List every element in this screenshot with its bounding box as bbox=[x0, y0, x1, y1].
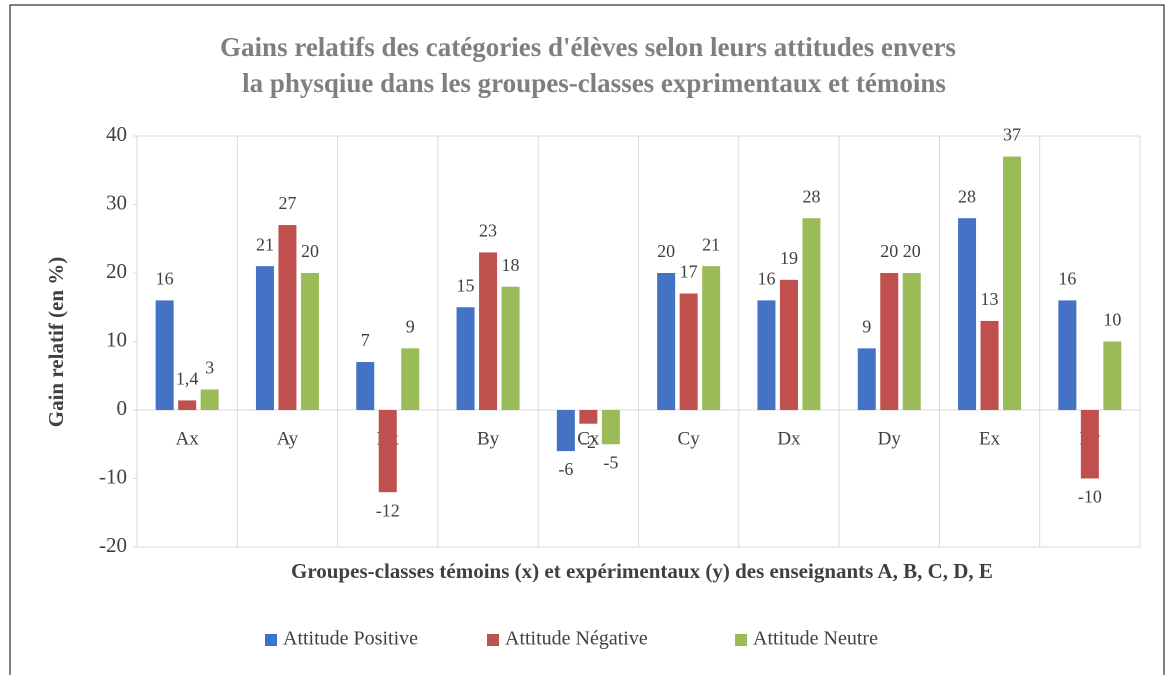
data-label: 17 bbox=[680, 262, 698, 282]
chart-title: la physqiue dans les groupes-classes exp… bbox=[242, 68, 946, 98]
y-tick-label: 40 bbox=[106, 122, 127, 146]
y-tick-label: 10 bbox=[106, 327, 127, 351]
data-label: -5 bbox=[603, 452, 618, 472]
data-label: 16 bbox=[1058, 269, 1076, 289]
data-label: 20 bbox=[657, 241, 675, 261]
data-label: 21 bbox=[702, 234, 720, 254]
bar bbox=[802, 218, 821, 410]
x-tick-label: Cy bbox=[678, 428, 701, 449]
bar bbox=[880, 273, 899, 410]
bar bbox=[456, 307, 475, 410]
data-label: 20 bbox=[301, 241, 319, 261]
x-tick-label: Dx bbox=[777, 428, 801, 449]
data-label: 9 bbox=[406, 316, 415, 336]
data-label: 15 bbox=[457, 275, 475, 295]
data-label: 28 bbox=[802, 186, 820, 206]
y-tick-label: -20 bbox=[99, 533, 127, 557]
legend-swatch bbox=[265, 634, 277, 646]
chart-title: Gains relatifs des catégories d'élèves s… bbox=[220, 32, 956, 62]
data-label: -12 bbox=[376, 500, 400, 520]
bar bbox=[902, 273, 921, 410]
x-tick-label: Dy bbox=[878, 428, 902, 449]
bar bbox=[779, 279, 798, 410]
bar bbox=[200, 389, 219, 410]
bar bbox=[278, 225, 297, 410]
bar bbox=[556, 410, 575, 452]
legend-swatch bbox=[487, 634, 499, 646]
data-label: 27 bbox=[278, 193, 296, 213]
legend-swatch bbox=[735, 634, 747, 646]
data-label: 16 bbox=[757, 269, 775, 289]
bar bbox=[1003, 156, 1022, 410]
data-label: -10 bbox=[1078, 487, 1102, 507]
data-label: 19 bbox=[780, 248, 798, 268]
x-tick-label: Ax bbox=[176, 428, 200, 449]
y-tick-label: -10 bbox=[99, 464, 127, 488]
bar bbox=[679, 293, 698, 410]
legend-label: Attitude Neutre bbox=[753, 628, 878, 650]
y-axis-title: Gain relatif (en %) bbox=[44, 257, 68, 428]
data-label: -2 bbox=[581, 432, 596, 452]
data-label: 20 bbox=[903, 241, 921, 261]
data-label: 10 bbox=[1103, 310, 1121, 330]
bar bbox=[356, 362, 375, 410]
y-tick-label: 30 bbox=[106, 190, 127, 214]
bar bbox=[1103, 341, 1122, 410]
data-label: 7 bbox=[361, 330, 370, 350]
bar bbox=[255, 266, 274, 410]
data-label: 37 bbox=[1003, 125, 1021, 145]
bar bbox=[579, 410, 598, 424]
bar bbox=[857, 348, 876, 410]
bar bbox=[479, 252, 498, 410]
data-label: 3 bbox=[205, 358, 214, 378]
bar bbox=[1080, 410, 1099, 479]
bar bbox=[155, 300, 174, 410]
bar bbox=[1058, 300, 1077, 410]
data-label: 18 bbox=[502, 255, 520, 275]
data-label: 28 bbox=[958, 186, 976, 206]
legend-label: Attitude Positive bbox=[283, 628, 418, 650]
y-tick-label: 0 bbox=[117, 396, 128, 420]
bar bbox=[980, 320, 999, 410]
x-axis-title: Groupes-classes témoins (x) et expérimen… bbox=[291, 559, 993, 583]
bar bbox=[401, 348, 420, 410]
legend-label: Attitude Négative bbox=[505, 628, 648, 650]
x-tick-label: Ay bbox=[277, 428, 299, 449]
data-label: 9 bbox=[862, 316, 871, 336]
data-label: 13 bbox=[981, 289, 999, 309]
bar bbox=[657, 273, 676, 410]
bar bbox=[378, 410, 397, 493]
bar bbox=[601, 410, 620, 445]
bar bbox=[178, 400, 197, 410]
data-label: 16 bbox=[156, 269, 174, 289]
data-label: 21 bbox=[256, 234, 274, 254]
data-label: 1,4 bbox=[176, 369, 199, 389]
bar bbox=[757, 300, 776, 410]
data-label: 20 bbox=[880, 241, 898, 261]
data-label: -6 bbox=[558, 459, 573, 479]
data-label: 23 bbox=[479, 221, 497, 241]
bar bbox=[501, 286, 520, 410]
x-tick-label: By bbox=[477, 428, 500, 449]
x-tick-label: Cx bbox=[577, 428, 600, 449]
bar bbox=[958, 218, 977, 410]
x-tick-label: Ex bbox=[979, 428, 1001, 449]
y-tick-label: 20 bbox=[106, 259, 127, 283]
bar bbox=[300, 273, 319, 410]
bar bbox=[702, 266, 721, 410]
